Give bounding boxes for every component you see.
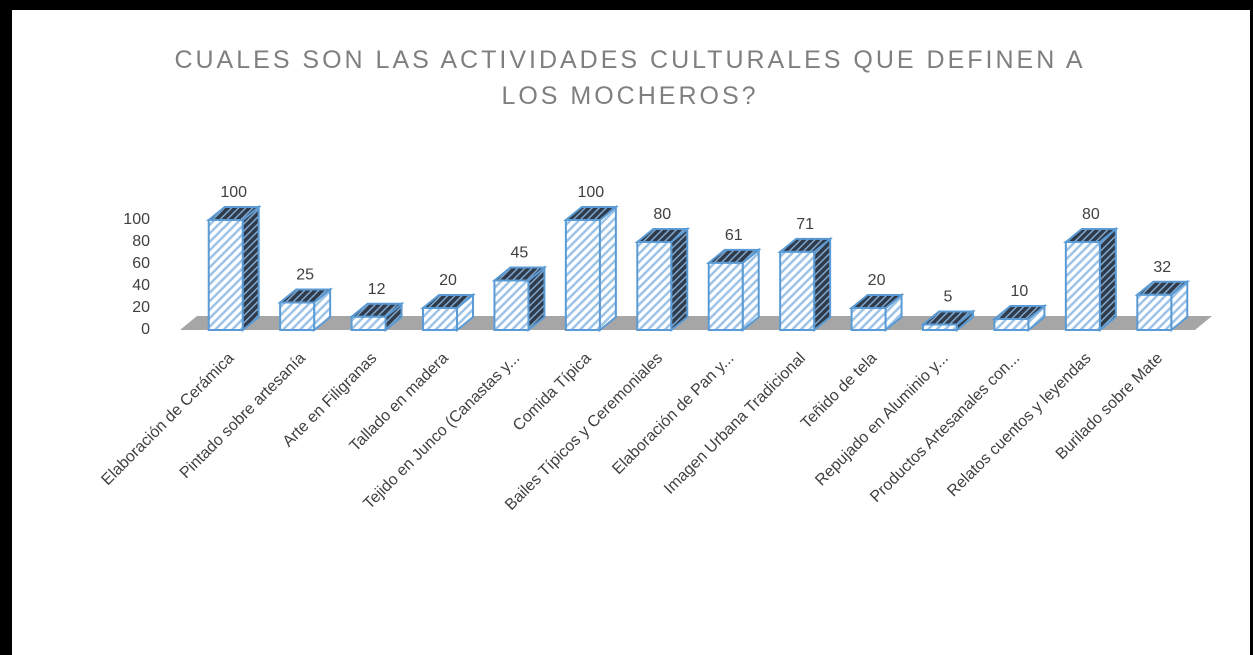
bar-side [1098, 226, 1117, 333]
bar-side [813, 236, 832, 333]
value-label: 61 [725, 227, 743, 244]
bar [279, 301, 316, 331]
chart-title: CUALES SON LAS ACTIVIDADES CULTURALES QU… [174, 46, 1086, 110]
value-label: 20 [439, 272, 457, 289]
x-tick-label: Teñido de tela [798, 350, 881, 433]
value-label: 32 [1153, 259, 1171, 276]
x-tick-label: Tejido en Junco (Canastas y... [360, 350, 523, 513]
bar [707, 261, 744, 331]
value-label: 5 [944, 289, 953, 306]
bar [779, 250, 816, 331]
y-tick-label: 80 [132, 233, 150, 250]
floor [180, 316, 1212, 330]
bar [1136, 293, 1173, 331]
x-tick-label: Pintado sobre artesanía [177, 350, 309, 482]
bar [993, 318, 1030, 331]
value-label: 45 [511, 245, 529, 262]
bar [564, 219, 601, 331]
y-tick-label: 60 [132, 255, 150, 272]
x-tick-label: Productos Artesanales con... [867, 350, 1023, 506]
bar [922, 323, 958, 331]
value-label: 100 [220, 184, 247, 201]
value-label: 80 [1082, 206, 1100, 223]
bar-side [241, 204, 260, 333]
value-label: 80 [653, 206, 671, 223]
bar [422, 307, 458, 331]
bar-side [598, 204, 617, 333]
bar [207, 219, 244, 331]
bar [1064, 241, 1101, 331]
bar [636, 241, 673, 331]
y-tick-label: 0 [141, 321, 150, 338]
value-label: 20 [868, 272, 886, 289]
x-tick-label: Elaboración de Pan y... [609, 350, 737, 478]
value-label: 10 [1011, 283, 1029, 300]
x-tick-label: Bailes Típicos y Ceremoniales [502, 350, 666, 514]
x-tick-label: Imagen Urbana Tradicional [661, 350, 809, 498]
x-tick-label: Repujado en Aluminio y... [812, 350, 951, 489]
bar-side [670, 226, 689, 333]
bar [850, 307, 887, 331]
bar [350, 315, 387, 331]
y-tick-label: 100 [123, 211, 150, 228]
x-tick-label: Relatos cuentos y leyendas [944, 350, 1094, 500]
value-label: 12 [368, 281, 386, 298]
bar [493, 279, 530, 331]
value-label: 71 [796, 216, 814, 233]
y-tick-label: 40 [132, 277, 150, 294]
value-label: 100 [578, 184, 605, 201]
x-tick-label: Elaboración de Cerámica [98, 350, 237, 489]
value-label: 25 [296, 267, 314, 284]
y-tick-label: 20 [132, 299, 150, 316]
